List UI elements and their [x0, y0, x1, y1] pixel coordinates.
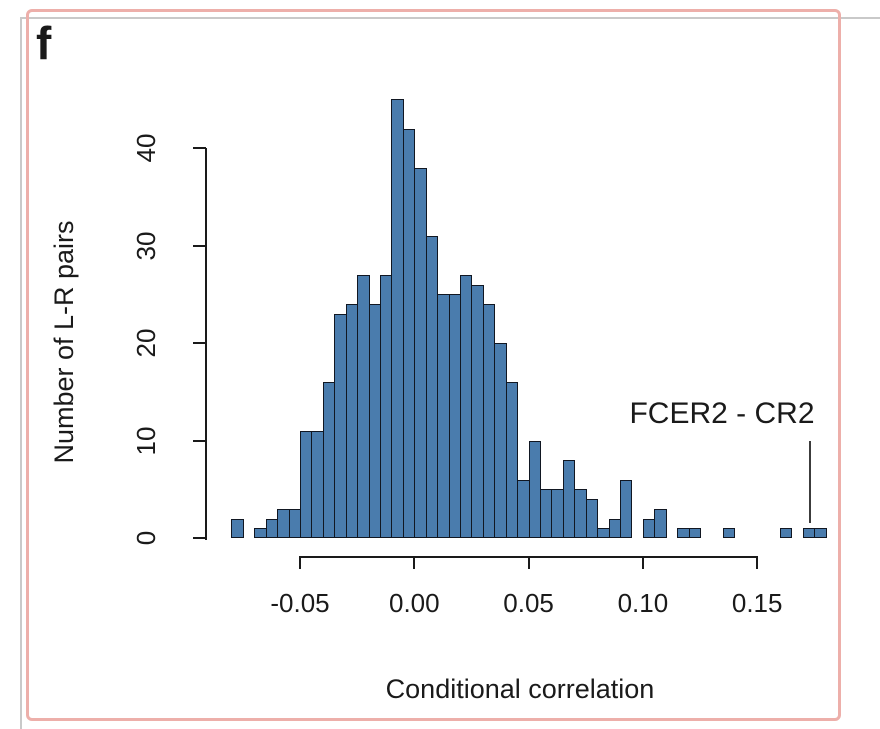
x-tick-label: -0.05	[270, 588, 330, 618]
x-axis-tick	[413, 556, 416, 569]
annotation-pointer-line	[808, 440, 811, 524]
y-tick-label: 0	[131, 530, 161, 546]
x-tick-label: 0.05	[503, 588, 554, 618]
x-tick-label: 0.00	[388, 588, 440, 618]
y-axis-tick	[193, 439, 206, 442]
histogram-bar	[688, 528, 702, 538]
histogram-bar	[231, 518, 244, 538]
y-axis-tick	[193, 147, 206, 149]
panel-letter-label: f	[36, 17, 52, 69]
y-tick-label: 20	[131, 328, 161, 358]
histogram-bar	[620, 479, 633, 538]
y-axis-tick	[193, 244, 206, 247]
x-tick-label: 0.10	[617, 588, 669, 618]
highlight-border	[26, 9, 841, 721]
y-tick-label: 10	[131, 426, 161, 455]
histogram-bar	[814, 528, 827, 538]
annotation-label: FCER2 - CR2	[629, 397, 815, 430]
y-tick-label: 30	[131, 231, 161, 260]
x-axis-tick	[527, 556, 530, 569]
histogram-bar	[654, 508, 667, 538]
panel-border-top	[20, 17, 880, 19]
x-axis-title: Conditional correlation	[385, 674, 655, 704]
histogram-bar	[585, 499, 599, 538]
y-axis-tick	[193, 537, 206, 539]
x-axis-tick	[299, 556, 301, 569]
panel-border-left	[20, 17, 22, 729]
y-axis-line	[205, 148, 207, 540]
x-axis-tick	[756, 556, 759, 569]
histogram-bar	[722, 528, 736, 538]
x-axis-tick	[641, 556, 644, 569]
histogram-bar	[505, 382, 519, 538]
y-axis-tick	[193, 342, 206, 344]
y-axis-title: Number of L-R pairs	[49, 220, 79, 464]
x-tick-label: 0.15	[731, 588, 783, 618]
y-tick-label: 40	[131, 133, 161, 163]
histogram-bar	[780, 528, 793, 538]
